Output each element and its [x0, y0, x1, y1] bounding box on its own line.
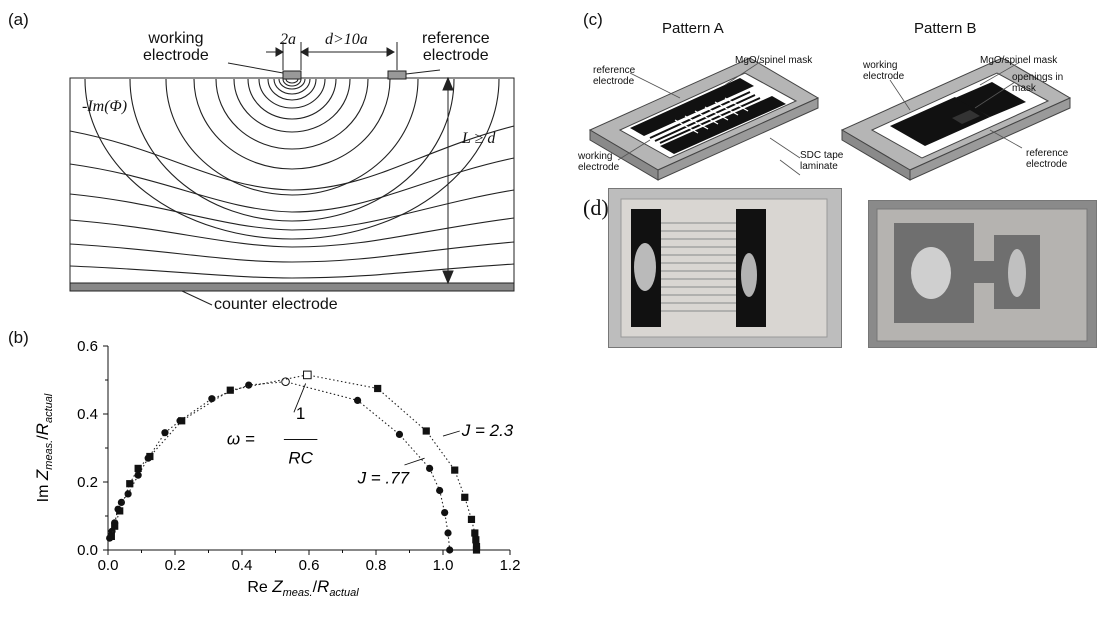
data-point-square — [111, 522, 119, 530]
dimension-2a — [266, 42, 318, 70]
data-point-square — [107, 532, 115, 540]
dimension-d — [304, 42, 398, 70]
panel-c-label: (c) — [583, 10, 603, 29]
y-axis-label: Im Zmeas./Ractual — [33, 393, 55, 502]
openings-label: openings in mask — [1012, 72, 1064, 94]
data-point-circle — [208, 395, 216, 403]
x-tick-label: 0.8 — [366, 557, 387, 574]
pattern-a-mask-label: MgO/spinel mask — [735, 55, 813, 66]
working-electrode-block — [282, 70, 302, 80]
data-point-square — [461, 493, 469, 501]
data-point-square — [134, 464, 142, 472]
data-point-circle — [124, 490, 132, 498]
pattern-b-slab — [840, 57, 1072, 181]
data-point-circle — [441, 509, 449, 517]
j077-leader — [404, 457, 425, 466]
highlight-point-square — [303, 370, 312, 380]
data-point-circle — [446, 546, 454, 554]
pattern-a-working-label: working electrode — [578, 151, 620, 173]
data-point-square — [116, 507, 124, 515]
data-point-square — [178, 417, 186, 425]
data-point-square — [422, 427, 430, 435]
data-point-square — [467, 515, 476, 523]
data-point-circle — [395, 430, 404, 438]
y-tick-label: 0.4 — [77, 406, 98, 423]
data-point-circle — [161, 429, 169, 437]
x-tick-label: 1.0 — [433, 557, 454, 574]
data-point-square — [472, 536, 480, 544]
omega-leader — [293, 383, 307, 413]
data-point-square — [374, 384, 382, 393]
reference-electrode-block — [387, 70, 407, 80]
x-tick-label: 0.4 — [232, 557, 253, 574]
sdc-tape-label: SDC tape laminate — [800, 150, 844, 172]
pattern-b-working-label: working electrode — [863, 60, 905, 82]
data-point-square — [471, 529, 479, 537]
omega-numerator: 1 — [296, 404, 305, 423]
pattern-b-mask-label: MgO/spinel mask — [980, 55, 1058, 66]
series-line-j077 — [109, 381, 451, 551]
data-point-square — [451, 466, 459, 474]
j077-label: J = .77 — [357, 469, 410, 488]
j23-leader — [442, 430, 460, 437]
counter-electrode-label: counter electrode — [214, 296, 338, 313]
pattern-a-photo — [608, 188, 842, 348]
potential-label: -Im(Φ) — [82, 98, 128, 115]
y-tick-label: 0.2 — [77, 474, 98, 491]
gap-label: d>10a — [325, 31, 368, 48]
depth-label: L ≥ d — [462, 130, 496, 147]
data-point-circle — [444, 529, 452, 537]
field-lines — [69, 78, 515, 279]
x-tick-label: 1.2 — [500, 557, 521, 574]
dimension-L — [442, 76, 454, 285]
x-tick-label: 0.2 — [165, 557, 186, 574]
data-point-circle — [426, 464, 434, 472]
omega-label: ω = — [227, 430, 255, 449]
pattern-b-reference-label: reference electrode — [1026, 148, 1069, 170]
pattern-a-title: Pattern A — [662, 20, 724, 37]
electrolyte-region — [69, 77, 515, 287]
y-tick-label: 0.0 — [77, 542, 98, 559]
x-tick-label: 0.6 — [299, 557, 320, 574]
data-point-circle — [353, 396, 362, 404]
j23-label: J = 2.3 — [461, 421, 514, 440]
data-point-square — [226, 386, 234, 394]
panel-b-label: (b) — [8, 328, 29, 347]
data-point-circle — [436, 486, 444, 495]
nyquist-chart: 0.0 0.2 0.4 0.6 0.8 1.0 1.2 0.0 0.2 0.4 0.6 Re Zmea… — [33, 338, 521, 599]
pattern-b-photo — [868, 200, 1097, 348]
pattern-a-reference-label: reference electrode — [593, 65, 636, 87]
panel-a-diagram — [69, 42, 515, 306]
counter-electrode-bar — [69, 282, 515, 292]
panel-c-diagram — [588, 57, 1072, 181]
data-point-square — [472, 546, 481, 554]
working-electrode-label: working electrode — [143, 30, 209, 64]
data-point-circle — [245, 381, 253, 389]
y-tick-label: 0.6 — [77, 338, 98, 355]
x-axis-label: Re Zmeas./Ractual — [247, 577, 359, 599]
panel-a-label: (a) — [8, 10, 29, 29]
data-point-circle — [134, 471, 142, 479]
width-2a-label: 2a — [280, 31, 296, 48]
data-point-square — [146, 452, 154, 461]
x-tick-label: 0.0 — [98, 557, 119, 574]
omega-denominator: RC — [288, 448, 313, 467]
highlight-point-circle — [281, 377, 290, 387]
data-point-circle — [117, 498, 125, 506]
reference-electrode-label: reference electrode — [422, 30, 490, 64]
pattern-b-title: Pattern B — [914, 20, 977, 37]
data-point-square — [126, 480, 134, 488]
panel-d-label: (d) — [583, 195, 609, 220]
